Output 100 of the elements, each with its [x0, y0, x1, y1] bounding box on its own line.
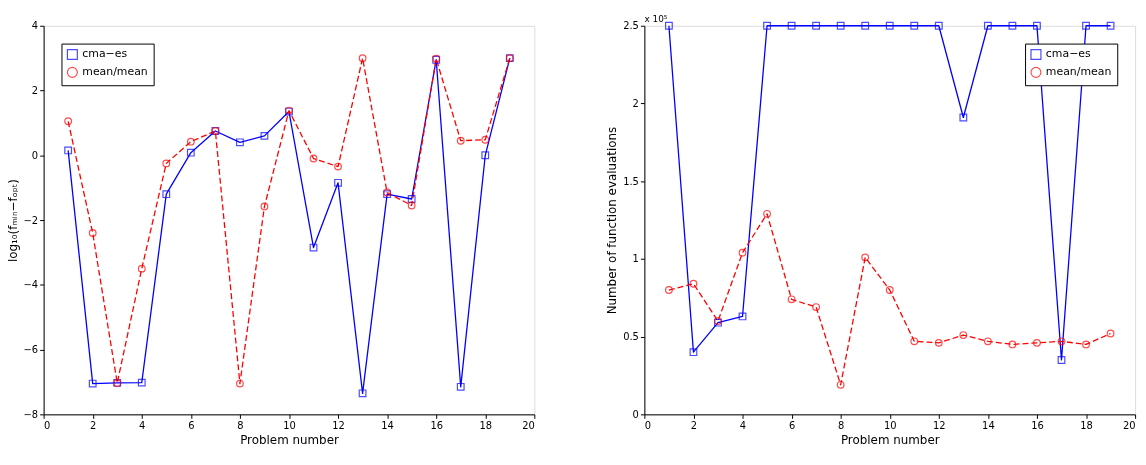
x-tick-label: 0 [44, 419, 51, 431]
point [934, 21, 943, 30]
x-tick-label: 12 [933, 419, 946, 431]
point [689, 348, 698, 357]
point [309, 243, 318, 252]
x-tick-label: 4 [139, 419, 146, 431]
x-tick-label: 18 [1080, 419, 1093, 431]
y-tick-label: −6 [23, 344, 39, 356]
point [456, 136, 465, 145]
x-tick-label: 0 [644, 419, 652, 431]
point [1057, 356, 1066, 364]
point [309, 154, 318, 163]
x-tick-label: 2 [90, 419, 97, 431]
x-tick-label: 16 [430, 419, 443, 431]
point [481, 151, 490, 160]
point [910, 21, 919, 30]
point [64, 146, 73, 155]
x-tick-label: 2 [690, 419, 698, 431]
point [861, 21, 870, 30]
point [1008, 340, 1017, 349]
y-tick-label: 1 [632, 253, 639, 265]
point [481, 135, 490, 144]
point [812, 303, 821, 312]
point [787, 21, 796, 30]
point [186, 137, 195, 146]
point [456, 382, 465, 391]
x-tick-label: 6 [788, 419, 796, 431]
y-tick-label: 2 [31, 84, 39, 96]
point [836, 380, 845, 389]
x-tick-label: 14 [381, 419, 394, 431]
x-tick-label: 12 [332, 419, 345, 431]
point [861, 253, 870, 262]
y-tick-label: 0 [632, 408, 639, 420]
point [836, 21, 845, 30]
x-tick-label: 4 [739, 419, 747, 431]
y-axis-title: log₁₀(fₘᵢₙ−fₒₚₜ) [5, 179, 20, 263]
point [689, 279, 698, 288]
x-tick-label: 10 [283, 419, 296, 431]
legend-label: cma−es [82, 47, 128, 61]
y-tick-label: 4 [31, 20, 39, 32]
point [787, 295, 796, 304]
point [358, 389, 367, 398]
point [738, 248, 747, 257]
point [1008, 21, 1017, 30]
point [162, 190, 171, 199]
x-tick-label: 8 [237, 419, 244, 431]
x-tick-label: 8 [838, 419, 845, 431]
y-axis-title: Number of function evaluations [605, 126, 620, 315]
point [1033, 338, 1041, 347]
point [763, 209, 771, 218]
x-tick-label: 20 [522, 419, 535, 431]
x-axis-title: Problem number [240, 432, 339, 447]
point [334, 178, 342, 187]
point [934, 338, 943, 347]
point [137, 378, 146, 387]
y-tick-label: −8 [23, 408, 39, 420]
point [1082, 21, 1090, 30]
y-tick-label: 2 [632, 97, 639, 109]
x-tick-label: 6 [188, 419, 195, 431]
point [959, 331, 968, 339]
point [1082, 340, 1090, 349]
point [959, 113, 968, 122]
point [260, 131, 269, 140]
legend-label: mean/mean [1045, 65, 1112, 79]
point [162, 159, 171, 168]
text: x 10⁵ [644, 13, 668, 24]
point [186, 148, 195, 157]
y-tick-label: −2 [23, 214, 39, 226]
x-tick-label: 20 [1122, 419, 1136, 431]
point [885, 21, 894, 30]
point [260, 202, 269, 211]
y-tick-label: 1.5 [623, 175, 639, 187]
point [738, 312, 747, 321]
x-axis-title: Problem number [840, 432, 940, 447]
point [664, 286, 673, 294]
point [407, 201, 416, 210]
point [1106, 329, 1115, 338]
y-tick-label: 2.5 [623, 20, 639, 32]
point [1057, 337, 1066, 346]
point [334, 162, 342, 171]
y-tick-label: 0.5 [623, 331, 639, 343]
point [664, 21, 673, 30]
point [88, 229, 97, 237]
point [812, 21, 821, 30]
point [910, 337, 919, 346]
point [358, 54, 367, 63]
point [983, 21, 992, 30]
y-tick-label: −4 [23, 279, 39, 291]
x-tick-label: 10 [883, 419, 897, 431]
point [885, 286, 894, 294]
point [1106, 21, 1115, 30]
legend-label: cma−es [1045, 47, 1091, 61]
x-tick-label: 16 [1031, 419, 1044, 431]
x-tick-label: 14 [982, 419, 995, 431]
point [407, 195, 416, 203]
point [1033, 21, 1041, 30]
x-tick-label: 18 [479, 419, 493, 431]
point [88, 379, 97, 388]
y-tick-label: 0 [31, 149, 39, 161]
point [763, 21, 771, 30]
